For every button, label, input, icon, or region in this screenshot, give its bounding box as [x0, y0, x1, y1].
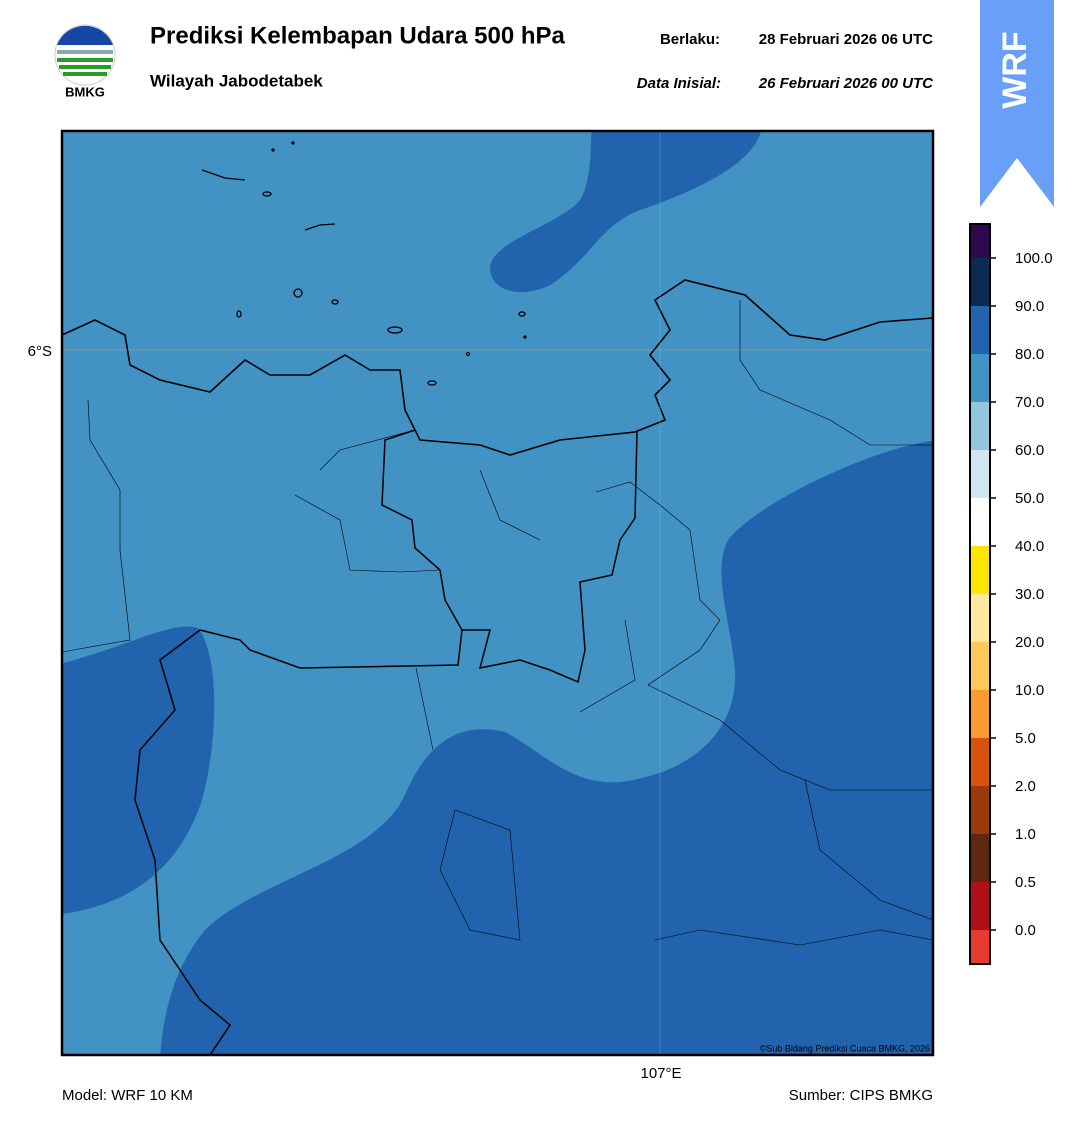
colorbar-label: 1.0: [1015, 826, 1036, 843]
colorbar-label: 2.0: [1015, 778, 1036, 795]
colorbar-segment: [970, 786, 990, 834]
colorbar: 100.0 90.0 80.0 70.0 60.0 50.0 40.0 30.0 20.0 10.…: [969, 223, 1053, 965]
init-time: 26 Februari 2026 00 UTC: [758, 75, 934, 92]
colorbar-segment: [970, 546, 990, 594]
colorbar-segment: [970, 834, 990, 882]
model-label: Model: WRF 10 KM: [62, 1087, 193, 1104]
colorbar-segment: [970, 498, 990, 546]
colorbar-label: 70.0: [1015, 394, 1044, 411]
colorbar-label: 0.0: [1015, 922, 1036, 939]
colorbar-segment: [970, 882, 990, 930]
source-label: Sumber: CIPS BMKG: [789, 1087, 933, 1104]
init-label: Data Inisial:: [637, 75, 721, 92]
colorbar-label: 90.0: [1015, 298, 1044, 315]
subtitle: Wilayah Jabodetabek: [150, 71, 323, 90]
colorbar-segment: [970, 258, 990, 306]
colorbar-segment: [970, 738, 990, 786]
colorbar-segment: [970, 642, 990, 690]
logo-text: BMKG: [65, 84, 105, 99]
map: [60, 129, 935, 1057]
colorbar-label: 30.0: [1015, 586, 1044, 603]
title: Prediksi Kelembapan Udara 500 hPa: [150, 22, 566, 49]
lon-label: 107°E: [640, 1065, 681, 1082]
colorbar-segment: [970, 306, 990, 354]
colorbar-segment: [970, 402, 990, 450]
colorbar-label: 20.0: [1015, 634, 1044, 651]
colorbar-segment: [970, 594, 990, 642]
colorbar-label: 60.0: [1015, 442, 1044, 459]
colorbar-label: 10.0: [1015, 682, 1044, 699]
colorbar-label: 80.0: [1015, 346, 1044, 363]
colorbar-label: 5.0: [1015, 730, 1036, 747]
colorbar-label: 40.0: [1015, 538, 1044, 555]
valid-label: Berlaku:: [660, 31, 720, 48]
credit: ©Sub Bidang Prediksi Cuaca BMKG, 2026: [760, 1043, 930, 1053]
colorbar-label: 50.0: [1015, 490, 1044, 507]
colorbar-label: 100.0: [1015, 250, 1053, 267]
badge: [980, 0, 1054, 207]
colorbar-segment: [970, 450, 990, 498]
logo: [54, 24, 116, 86]
colorbar-segment: [970, 224, 990, 258]
colorbar-segment: [970, 354, 990, 402]
badge-text: WRF: [996, 31, 1034, 108]
lat-label: 6°S: [28, 343, 52, 360]
colorbar-segment: [970, 690, 990, 738]
colorbar-label: 0.5: [1015, 874, 1036, 891]
valid-time: 28 Februari 2026 06 UTC: [759, 31, 933, 48]
colorbar-segment: [970, 930, 990, 964]
